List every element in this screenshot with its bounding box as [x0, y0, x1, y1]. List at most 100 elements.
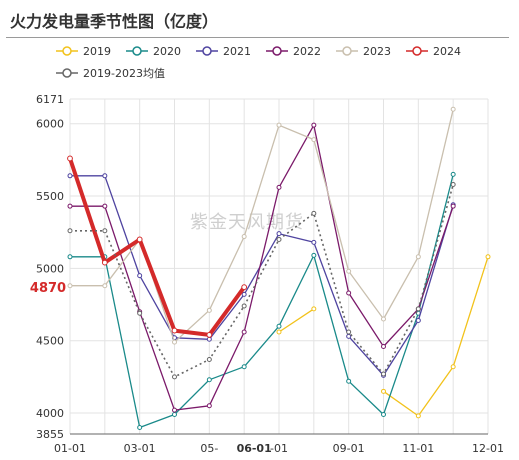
y-tick-label: 5000 — [36, 262, 64, 275]
legend-item[interactable]: 2020 — [126, 45, 181, 58]
series-line — [70, 109, 454, 343]
data-point — [276, 236, 282, 242]
data-point — [276, 184, 282, 190]
data-point — [381, 316, 386, 322]
series-line — [68, 157, 246, 337]
legend-item[interactable]: 2019 — [56, 45, 111, 58]
data-point — [171, 327, 178, 334]
data-point — [136, 236, 143, 243]
legend: 2019 2020 2021 2022 2023 2024 2019-2023均值 — [56, 45, 461, 80]
data-point — [67, 203, 73, 209]
x-tick-label: -01 — [270, 442, 288, 455]
legend-label: 2021 — [223, 45, 251, 58]
data-point — [67, 173, 73, 179]
grid-lines — [69, 98, 489, 434]
data-point — [346, 268, 352, 274]
legend-swatch-marker — [272, 46, 282, 56]
watermark-text: 紫金天风期货 — [190, 212, 304, 233]
data-point — [67, 254, 73, 260]
legend-item[interactable]: 2019-2023均值 — [56, 67, 165, 80]
data-point — [415, 413, 421, 419]
legend-swatch-marker — [62, 68, 72, 78]
data-point — [102, 228, 108, 234]
y-tick-label: 6171 — [36, 93, 64, 106]
data-point — [102, 283, 108, 289]
data-point — [206, 307, 212, 313]
data-point — [137, 273, 143, 279]
data-point — [450, 181, 456, 187]
y-tick-label: 5500 — [36, 190, 64, 203]
data-point — [311, 306, 317, 312]
series-line — [70, 124, 454, 411]
data-point — [241, 291, 247, 297]
legend-swatch-marker — [62, 46, 72, 56]
data-point — [206, 336, 212, 342]
data-point — [381, 343, 386, 349]
data-point — [450, 171, 456, 177]
data-point — [102, 173, 108, 179]
data-point — [450, 203, 456, 209]
axes: 3855 4000 4500 5000 5500 6000 6171 01-01 03-01 05… — [30, 93, 504, 455]
y-tick-label: 4500 — [36, 335, 64, 348]
legend-item[interactable]: 2023 — [336, 45, 391, 58]
y-tick-label: 6000 — [36, 118, 64, 131]
data-point — [311, 239, 317, 245]
data-point — [276, 231, 282, 237]
data-point — [276, 323, 282, 329]
legend-label: 2020 — [153, 45, 181, 58]
series-2023 — [67, 106, 456, 345]
series-2022 — [67, 122, 456, 413]
series-2024 — [67, 155, 248, 338]
data-point — [137, 310, 143, 316]
data-point — [206, 377, 212, 383]
legend-swatch-marker — [132, 46, 142, 56]
title-divider — [6, 37, 509, 38]
data-point — [241, 234, 247, 240]
data-point — [346, 329, 352, 335]
legend-swatch-marker — [202, 46, 212, 56]
y-value-highlight: 4870 — [30, 281, 66, 296]
series-2019 — [276, 254, 491, 419]
x-tick-label: 01-01 — [54, 442, 86, 455]
data-point — [241, 303, 247, 309]
x-tick-label: 09-01 — [333, 442, 365, 455]
x-tick-label-highlight: 06-01 — [237, 442, 272, 455]
legend-swatch-marker — [342, 46, 352, 56]
data-point — [101, 259, 108, 266]
data-point — [102, 203, 108, 209]
data-point — [67, 283, 73, 289]
x-tick-label: 03-01 — [124, 442, 156, 455]
legend-label: 2019-2023均值 — [83, 67, 165, 80]
data-point — [415, 317, 421, 323]
data-point — [276, 329, 282, 335]
x-tick-label: 05- — [200, 442, 218, 455]
data-point — [381, 388, 386, 394]
data-point — [172, 339, 177, 345]
data-point — [311, 122, 317, 128]
data-point — [381, 371, 386, 377]
data-point — [346, 290, 352, 296]
data-point — [206, 357, 212, 363]
data-point — [346, 378, 352, 384]
x-tick-label: 12-01 — [472, 442, 504, 455]
data-point — [381, 411, 386, 417]
data-point — [241, 284, 248, 291]
data-point — [172, 407, 177, 413]
legend-label: 2023 — [363, 45, 391, 58]
series-line — [70, 175, 454, 377]
legend-item[interactable]: 2022 — [266, 45, 321, 58]
series-line — [278, 256, 489, 417]
data-point — [241, 364, 247, 370]
data-point — [241, 329, 247, 335]
x-tick-label: 11-01 — [402, 442, 434, 455]
data-point — [67, 155, 73, 162]
legend-item[interactable]: 2021 — [196, 45, 251, 58]
legend-label: 2019 — [83, 45, 111, 58]
data-point — [450, 106, 456, 112]
data-point — [206, 403, 212, 409]
data-point — [172, 374, 177, 380]
data-point — [137, 424, 143, 430]
legend-swatch-marker — [412, 46, 422, 56]
legend-item[interactable]: 2024 — [406, 45, 461, 58]
